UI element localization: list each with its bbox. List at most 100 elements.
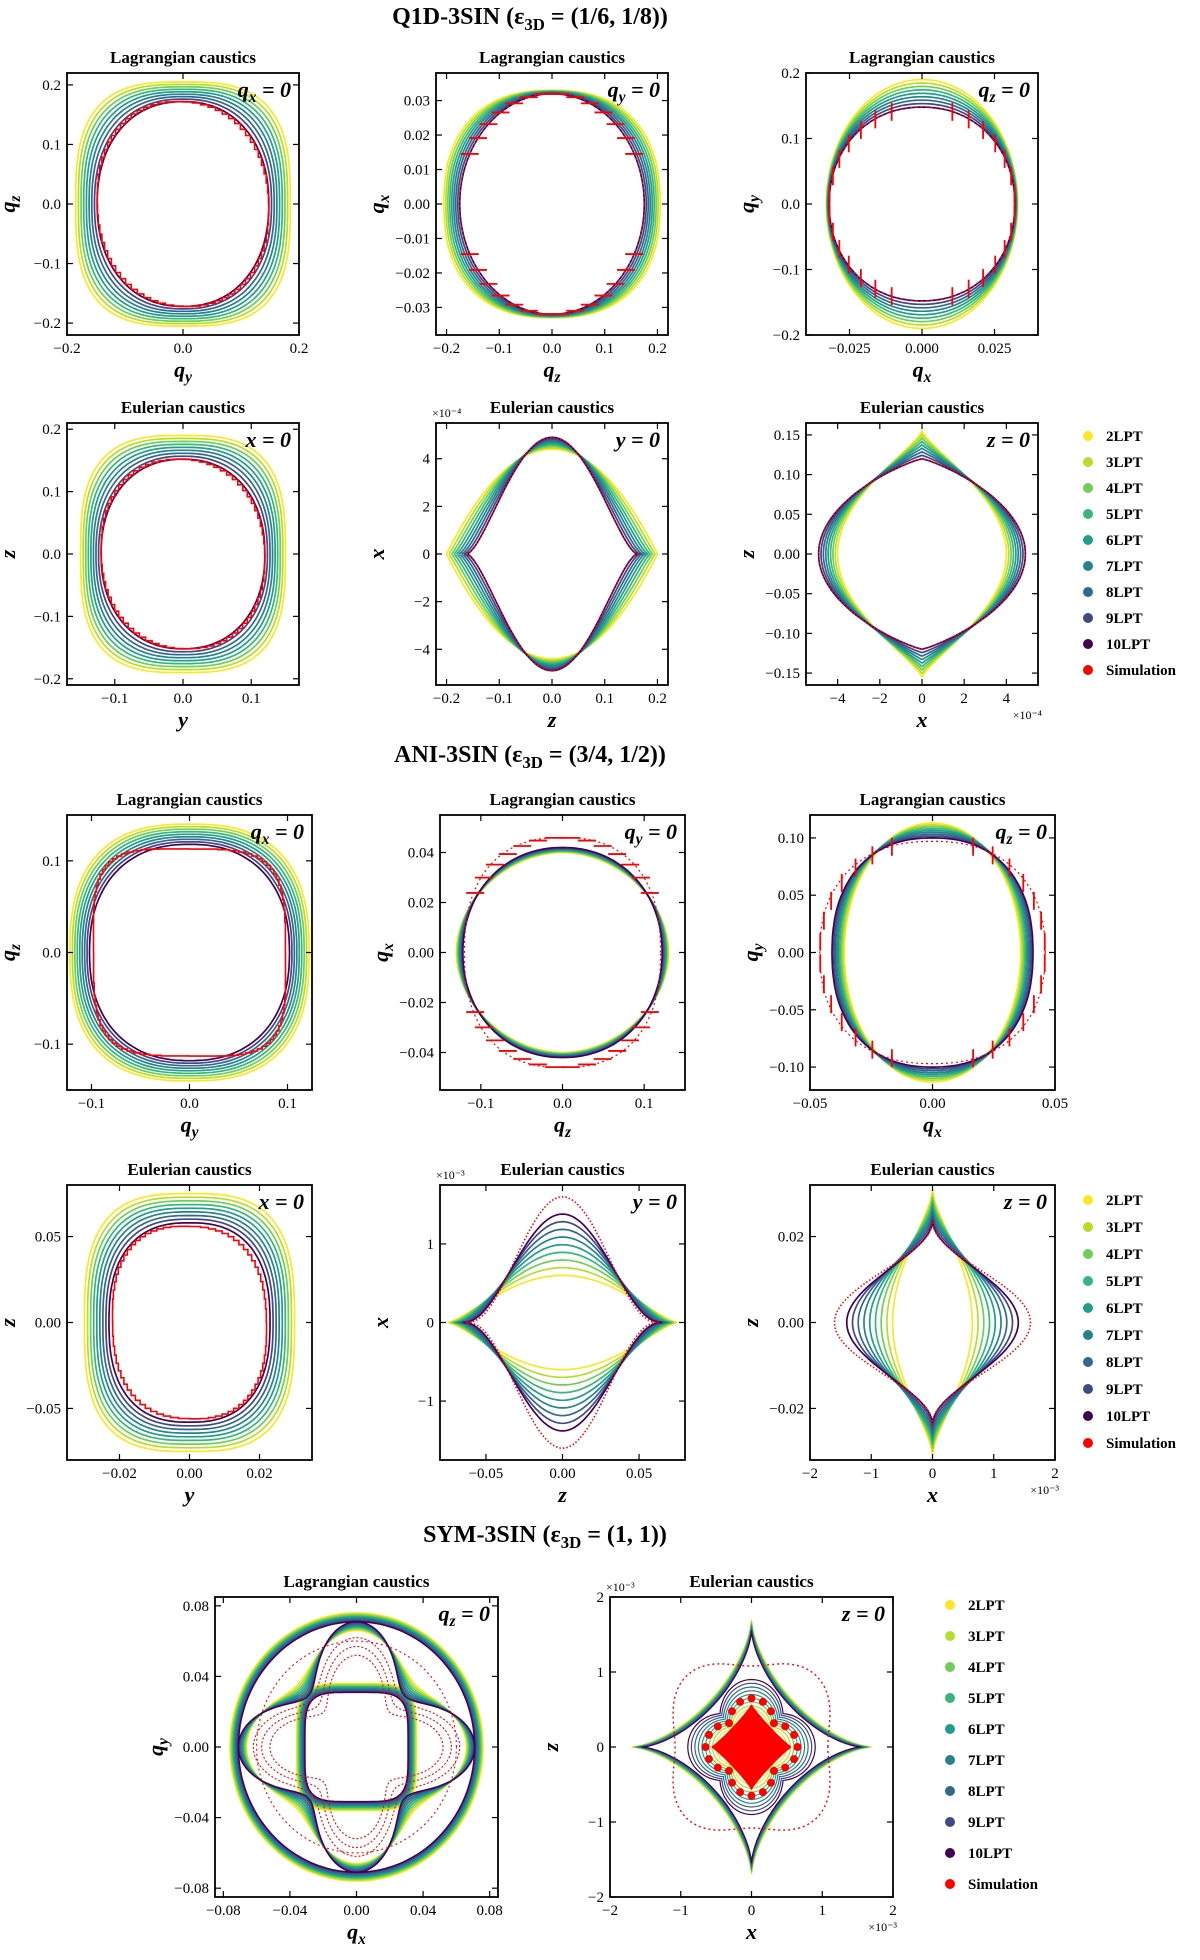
slice-label: qy = 0 (608, 77, 660, 106)
y-tick-label: 0.03 (404, 94, 430, 110)
legend-marker-5LPT (945, 1693, 955, 1703)
x-axis-label: qy (181, 1112, 199, 1141)
series-10LPT (237, 1620, 476, 1874)
series-2LPT (891, 1189, 974, 1456)
slice-label-sub: y (634, 831, 643, 848)
panel-p21: −0.1 0.0 0.1 −0.1 0.0 0.1 Lagrangian caustics q… (0, 790, 313, 1141)
y-tick-label: −0.1 (34, 609, 61, 625)
legend-label-8LPT: 8LPT (968, 1784, 1005, 1800)
slice-label-sub: z (1005, 831, 1012, 848)
panel-p31: −0.08 −0.04 0.00 0.04 0.08 −0.08 −0.04 0.00 0.04… (143, 1572, 503, 1948)
plot-area (69, 823, 310, 1082)
slice-label: z = 0 (986, 427, 1030, 452)
panel-p15: −0.2 −0.1 0.0 0.1 0.2 −4 −2 0 2 4 Eulerian caustic… (364, 398, 669, 732)
legend-marker-7LPT (945, 1755, 955, 1765)
section-title-main: ANI-3SIN (ε (394, 742, 522, 768)
legend-marker-7LPT (1083, 1330, 1093, 1340)
series-4LPT (89, 1200, 290, 1445)
y-axis-label: qy (738, 943, 767, 961)
x-tick-label: 0.2 (648, 691, 667, 707)
x-tick-label: −0.1 (78, 1096, 105, 1112)
legend-label-5LPT: 5LPT (1106, 507, 1143, 523)
x-axis-label-main: y (182, 1482, 195, 1507)
y-axis-label-main: q (734, 202, 759, 213)
legend-label-6LPT: 6LPT (1106, 533, 1143, 549)
slice-label-sub: x (261, 831, 270, 848)
series-2LPT (445, 448, 659, 660)
x-tick-label: 0.00 (176, 1466, 202, 1482)
legend-marker-Simulation (945, 1879, 955, 1889)
series-5LPT (76, 830, 303, 1075)
series-7LPT (452, 91, 652, 317)
x-tick-label: −0.05 (469, 1466, 504, 1482)
y-tick-label: −0.02 (769, 1401, 804, 1417)
y-axis-label-sub: y (155, 1738, 172, 1747)
x-tick-label: 0 (748, 1903, 756, 1919)
section-title: SYM-3SIN (ε3D = (1, 1)) (423, 1522, 667, 1552)
y-tick-label: 0.0 (42, 946, 61, 962)
panel-title: Lagrangian caustics (860, 790, 1006, 809)
y-tick-label: 0.2 (42, 78, 61, 94)
legend-marker-3LPT (945, 1631, 955, 1641)
series-5LPT (829, 440, 1015, 668)
sim-outline (819, 840, 1046, 1065)
x-tick-label: 0.1 (242, 691, 261, 707)
series-3LPT (86, 1196, 293, 1449)
y-axis-label-group: z (538, 1742, 563, 1752)
plot-area (825, 78, 1019, 330)
series-2LPT (229, 1612, 484, 1882)
series-9LPT (303, 1690, 410, 1804)
panel-p23: −0.05 0.00 0.05 −0.10 −0.05 0.00 0.05 0.10 Lagra… (738, 790, 1068, 1141)
series-2LPT (74, 81, 292, 327)
y-axis-label-main: q (0, 950, 20, 961)
x-tick-label: 0.1 (635, 1096, 654, 1112)
slice-label: qz = 0 (995, 819, 1047, 848)
x-axis-label-sub: x (357, 1931, 366, 1948)
x-tick-label: −0.05 (793, 1096, 828, 1112)
slice-label-rest: = 0 (269, 1189, 304, 1214)
x-tick-label: 0.0 (174, 691, 193, 707)
sim-mark (724, 1719, 733, 1728)
x-axis-label: qy (174, 357, 192, 386)
sim-mark (736, 1788, 745, 1797)
series-6LPT (78, 833, 301, 1072)
x-tick-label: 2 (1051, 1466, 1059, 1482)
y-tick-label: 0.2 (42, 422, 61, 438)
x-axis-label: z (547, 707, 557, 732)
x-tick-label: 0.2 (290, 341, 309, 357)
series-8LPT (235, 1618, 478, 1876)
panel-p11: −0.2 0.0 0.2 −0.2 −0.1 0.0 0.1 0.2 Lagrangian ca… (0, 48, 308, 386)
sim-mark (728, 1707, 737, 1716)
series-6LPT (85, 90, 281, 318)
legend-marker-6LPT (945, 1724, 955, 1734)
x-tick-label: 0.05 (626, 1466, 652, 1482)
sim-mark (790, 1730, 799, 1739)
series-3LPT (449, 1266, 676, 1379)
x-tick-label: −0.1 (467, 1096, 494, 1112)
series-8LPT (461, 439, 645, 669)
series-3LPT (77, 83, 289, 325)
y-tick-label: 0.05 (778, 888, 804, 904)
y-tick-label: 0.00 (404, 197, 430, 213)
legend-label-5LPT: 5LPT (968, 1691, 1005, 1707)
x-axis-label: qz (554, 1112, 571, 1141)
series-9LPT (820, 454, 1024, 654)
slice-label-rest: = 0 (455, 1601, 490, 1626)
y-axis-label-group: z (0, 1318, 20, 1328)
panel-p26: −2 −1 0 1 2 −0.02 0.00 0.02 Eulerian caustics z =… (738, 1160, 1059, 1507)
x-tick-label: −0.08 (206, 1903, 241, 1919)
y-axis-label-group: z (0, 549, 20, 559)
y-axis-label-sub: y (746, 195, 763, 204)
series-2LPT (447, 1274, 678, 1371)
x-axis-label-main: q (554, 1112, 565, 1137)
y-tick-label: −0.2 (34, 316, 61, 332)
series-9LPT (236, 1619, 477, 1875)
series-7LPT (457, 1236, 668, 1409)
y-tick-label: −0.05 (765, 587, 800, 603)
y-tick-label: 0.02 (408, 896, 434, 912)
section-title-rest: = (1/6, 1/8)) (545, 4, 668, 30)
y-axis-label-group: qy (143, 1738, 172, 1756)
y-tick-label: 0.1 (42, 137, 61, 153)
legend-marker-4LPT (945, 1662, 955, 1672)
